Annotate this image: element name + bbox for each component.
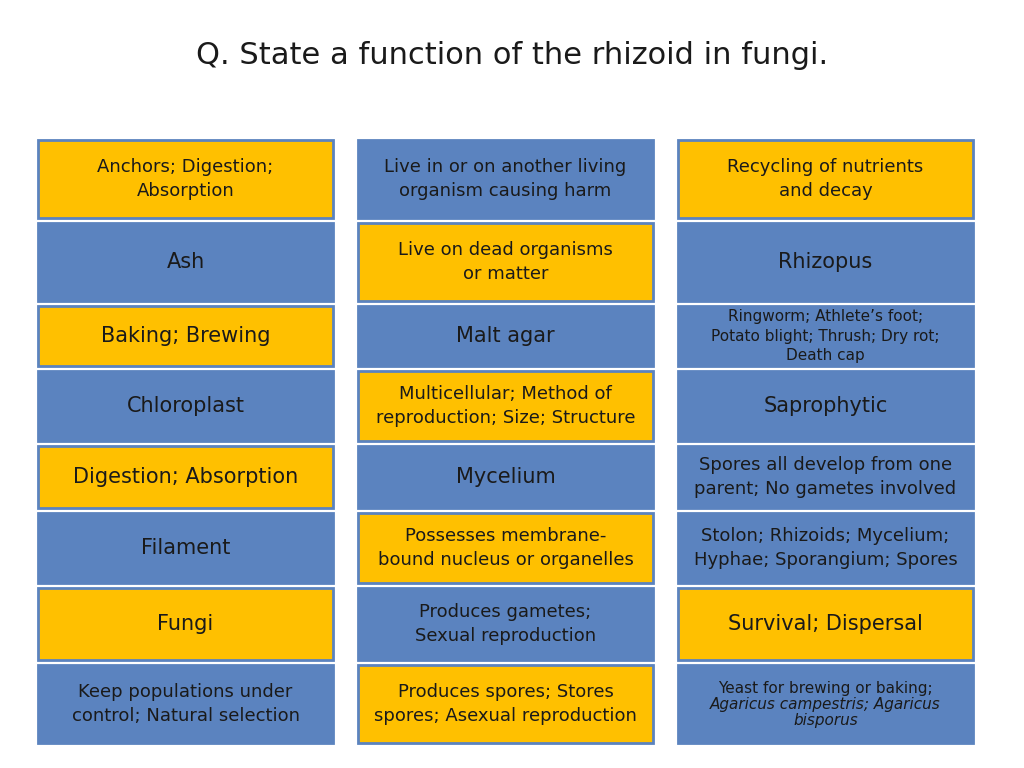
Text: Ringworm; Athlete’s foot;
Potato blight; Thrush; Dry rot;
Death cap: Ringworm; Athlete’s foot; Potato blight;… (712, 309, 940, 363)
Text: Ash: Ash (166, 252, 205, 272)
Text: Chloroplast: Chloroplast (127, 396, 245, 416)
Text: Anchors; Digestion;
Absorption: Anchors; Digestion; Absorption (97, 158, 273, 200)
Text: Produces gametes;
Sexual reproduction: Produces gametes; Sexual reproduction (415, 603, 596, 645)
Bar (358, 223, 653, 301)
Text: Produces spores; Stores
spores; Asexual reproduction: Produces spores; Stores spores; Asexual … (374, 684, 637, 725)
Text: Baking; Brewing: Baking; Brewing (100, 326, 270, 346)
Bar (678, 140, 973, 218)
Bar (38, 371, 333, 441)
Text: Saprophytic: Saprophytic (763, 396, 888, 416)
Bar (38, 513, 333, 583)
Bar (38, 223, 333, 301)
Bar (358, 665, 653, 743)
Bar (678, 223, 973, 301)
Bar (678, 588, 973, 660)
Text: Digestion; Absorption: Digestion; Absorption (73, 467, 298, 487)
Text: Filament: Filament (141, 538, 230, 558)
Bar (358, 446, 653, 508)
Bar (38, 588, 333, 660)
Text: Malt agar: Malt agar (456, 326, 555, 346)
Bar (678, 665, 973, 743)
Text: Stolon; Rhizoids; Mycelium;
Hyphae; Sporangium; Spores: Stolon; Rhizoids; Mycelium; Hyphae; Spor… (693, 527, 957, 569)
Text: Yeast for brewing or baking;: Yeast for brewing or baking; (718, 680, 933, 696)
Text: Live in or on another living
organism causing harm: Live in or on another living organism ca… (384, 158, 627, 200)
Text: Survival; Dispersal: Survival; Dispersal (728, 614, 923, 634)
Bar (38, 306, 333, 366)
Text: Spores all develop from one
parent; No gametes involved: Spores all develop from one parent; No g… (694, 456, 956, 498)
Bar (678, 306, 973, 366)
Bar (38, 446, 333, 508)
Text: Mycelium: Mycelium (456, 467, 555, 487)
Bar (678, 371, 973, 441)
Bar (358, 371, 653, 441)
Text: bisporus: bisporus (794, 713, 858, 727)
Text: Possesses membrane-
bound nucleus or organelles: Possesses membrane- bound nucleus or org… (378, 527, 634, 569)
Text: Keep populations under
control; Natural selection: Keep populations under control; Natural … (72, 684, 299, 725)
Text: Rhizopus: Rhizopus (778, 252, 872, 272)
Text: Recycling of nutrients
and decay: Recycling of nutrients and decay (727, 158, 924, 200)
Bar (38, 665, 333, 743)
Text: Multicellular; Method of
reproduction; Size; Structure: Multicellular; Method of reproduction; S… (376, 386, 635, 427)
Text: Live on dead organisms
or matter: Live on dead organisms or matter (398, 241, 613, 283)
Bar (358, 588, 653, 660)
Text: Agaricus campestris; Agaricus: Agaricus campestris; Agaricus (710, 697, 941, 711)
Bar (678, 446, 973, 508)
Bar (358, 306, 653, 366)
Bar (358, 513, 653, 583)
Bar (358, 140, 653, 218)
Bar (678, 513, 973, 583)
Bar (38, 140, 333, 218)
Text: Fungi: Fungi (158, 614, 214, 634)
Text: Q. State a function of the rhizoid in fungi.: Q. State a function of the rhizoid in fu… (196, 41, 828, 69)
